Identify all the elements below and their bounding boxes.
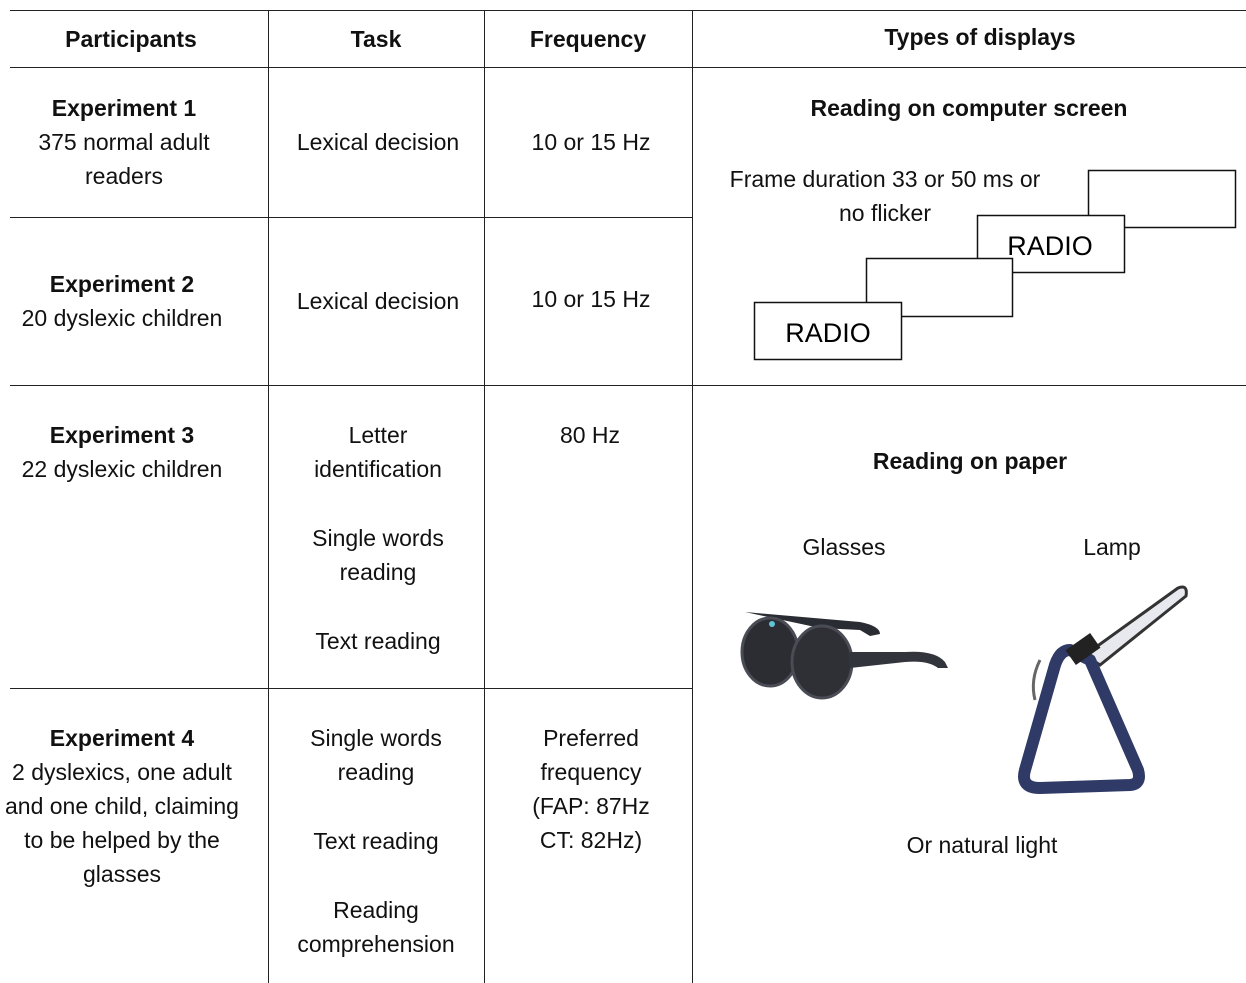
experiment: Experiment 1	[51, 95, 197, 121]
task: Lexical decision	[296, 129, 460, 155]
frame-box	[1087, 169, 1237, 229]
frequency: 10 or 15 Hz	[531, 129, 651, 155]
frame-box	[753, 301, 903, 361]
header: Task	[350, 25, 402, 52]
task: Lexical decision	[296, 288, 460, 314]
glasses-image	[740, 612, 948, 700]
task-cell: Lexical decision	[278, 67, 478, 217]
frame-duration: Frame duration 33 or 50 ms or no flicker	[729, 166, 1041, 226]
frame-box	[865, 257, 1014, 318]
task: Text reading	[313, 828, 439, 854]
device-label: Lamp	[1083, 534, 1141, 560]
rule	[10, 217, 692, 218]
participants-cell: Experiment 4 2 dyslexics, one adult and …	[0, 721, 244, 983]
section-title: Reading on paper	[872, 448, 1068, 474]
task: Single words reading	[310, 725, 442, 785]
participants: 22 dyslexic children	[21, 456, 223, 482]
participants-cell: Experiment 2 20 dyslexic children	[0, 217, 244, 385]
frequency: 10 or 15 Hz	[531, 286, 651, 312]
participants: 2 dyslexics, one adult and one child, cl…	[5, 759, 239, 887]
lamp-image	[1018, 585, 1188, 794]
device-label: Glasses	[802, 534, 886, 560]
alternative: Or natural light	[906, 832, 1058, 858]
rule	[10, 385, 1246, 386]
rule	[692, 10, 693, 983]
frequency: Preferred frequency (FAP: 87Hz CT: 82Hz)	[532, 725, 650, 853]
task: Reading comprehension	[297, 897, 455, 957]
section-title: Reading on computer screen	[810, 95, 1128, 121]
rule	[10, 67, 1246, 68]
header: Participants	[65, 25, 197, 52]
participants-cell: Experiment 3 22 dyslexic children	[0, 418, 244, 688]
rule	[10, 688, 692, 689]
experiment: Experiment 4	[49, 725, 195, 751]
rule	[268, 10, 269, 983]
task-cell: Lexical decision	[278, 217, 478, 385]
participants-cell: Experiment 1 375 normal adult readers	[0, 67, 248, 217]
task: Single words reading	[312, 525, 444, 585]
rule	[10, 10, 1246, 11]
header: Types of displays	[884, 23, 1076, 50]
stimulus: RADIO	[785, 318, 871, 348]
experiment: Experiment 3	[49, 422, 195, 448]
experiment: Experiment 2	[49, 271, 195, 297]
frequency: 80 Hz	[559, 422, 621, 448]
rule	[484, 10, 485, 983]
task-cell: Single words reading Text reading Readin…	[278, 721, 474, 983]
task: Text reading	[315, 628, 441, 654]
header: Frequency	[529, 25, 647, 52]
participants: 20 dyslexic children	[21, 305, 223, 331]
stimulus: RADIO	[1007, 231, 1093, 261]
task: Letter identification	[314, 422, 442, 482]
task-cell: Letter identification Single words readi…	[288, 418, 468, 688]
participants: 375 normal adult readers	[38, 129, 210, 189]
